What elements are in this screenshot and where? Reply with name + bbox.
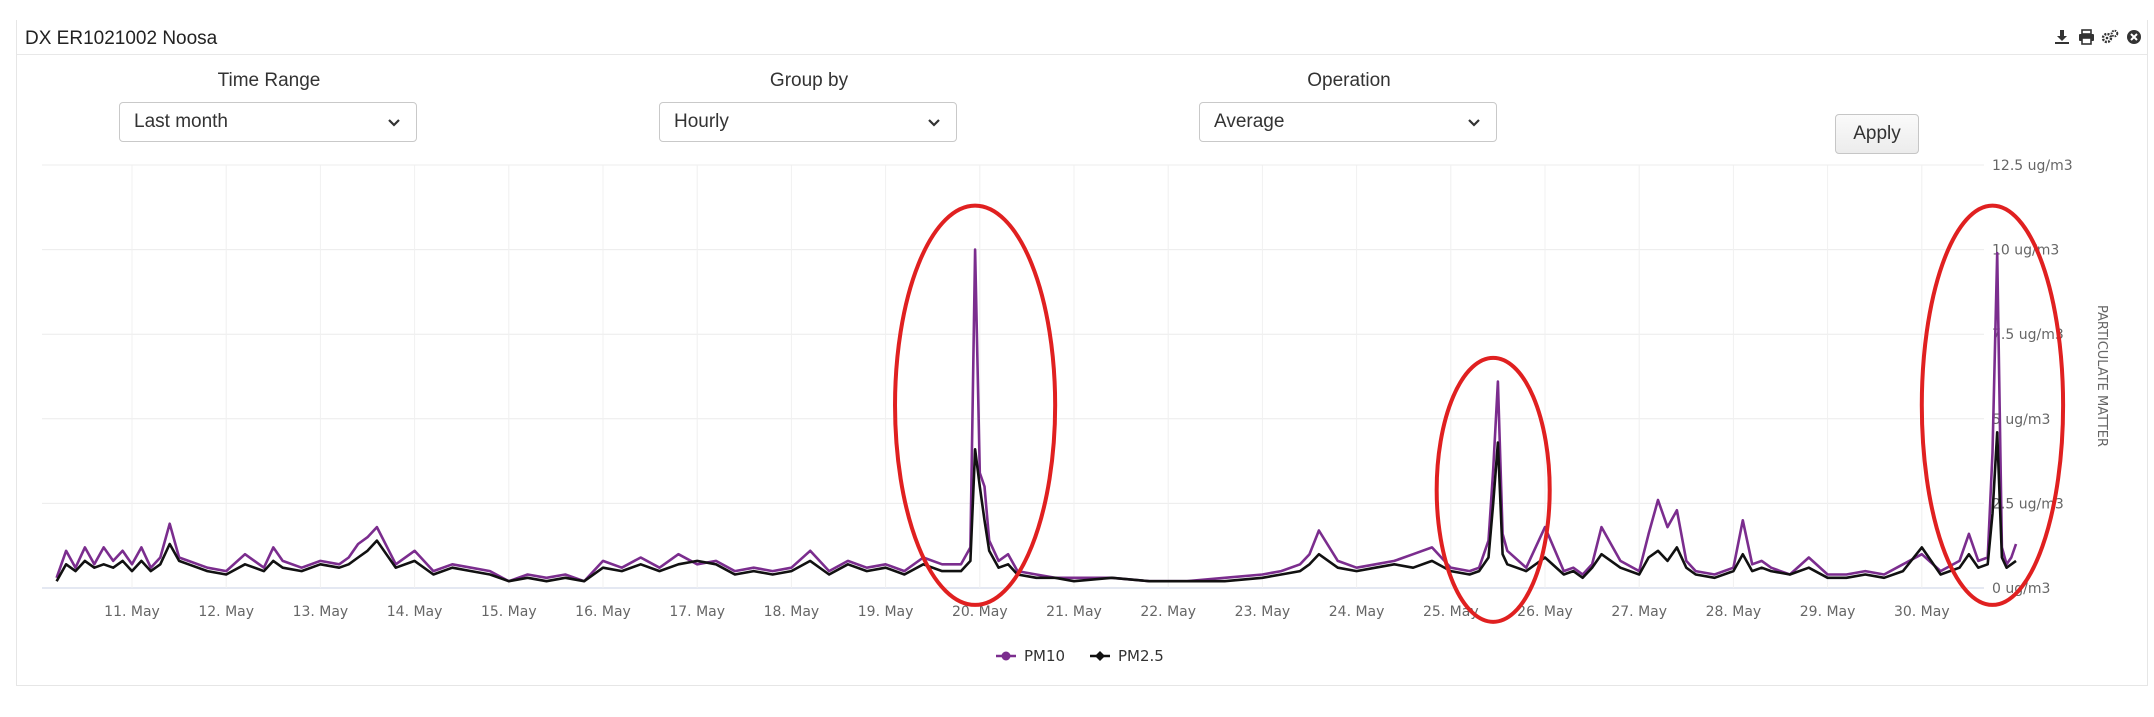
legend-label: PM10 (1024, 647, 1065, 665)
operation-select[interactable]: Average (1199, 102, 1497, 142)
x-tick-label: 23. May (1235, 604, 1291, 620)
group-by-label: Group by (769, 70, 849, 91)
settings-icon[interactable] (2101, 28, 2119, 46)
legend-marker (1095, 651, 1105, 661)
print-icon[interactable] (2077, 28, 2095, 46)
x-tick-label: 30. May (1894, 604, 1950, 620)
operation-label: Operation (1307, 70, 1391, 91)
panel-toolbar (2053, 28, 2143, 46)
y-tick-label: 2.5 ug/m3 (1992, 496, 2064, 512)
y-axis-title: PARTICULATE MATTER (2094, 305, 2109, 447)
legend-item-pm10: PM10 (996, 647, 1065, 665)
legend-item-pm25: PM2.5 (1090, 647, 1164, 665)
operation-value: Average (1214, 111, 1285, 132)
x-tick-label: 19. May (858, 604, 914, 620)
panel-title: DX ER1021002 Noosa (25, 28, 218, 49)
x-tick-label: 17. May (669, 604, 725, 620)
group-by-select[interactable]: Hourly (659, 102, 957, 142)
download-icon[interactable] (2053, 28, 2071, 46)
y-tick-label: 12.5 ug/m3 (1992, 158, 2073, 174)
x-tick-label: 25. May (1423, 604, 1479, 620)
chevron-down-icon (1468, 119, 1480, 127)
chevron-down-icon (928, 119, 940, 127)
x-tick-label: 11. May (104, 604, 160, 620)
legend-label: PM2.5 (1118, 647, 1164, 665)
legend-marker (1001, 651, 1011, 661)
series-line-pm25 (55, 431, 2017, 583)
panel-header: DX ER1021002 Noosa (17, 20, 2147, 55)
chart-panel: DX ER1021002 Noosa Time Range Last month… (16, 20, 2148, 686)
x-tick-label: 27. May (1611, 604, 1667, 620)
y-tick-label: 10 ug/m3 (1992, 243, 2059, 259)
x-tick-label: 26. May (1517, 604, 1573, 620)
x-tick-label: 28. May (1706, 604, 1762, 620)
x-tick-label: 13. May (293, 604, 349, 620)
x-tick-label: 29. May (1800, 604, 1856, 620)
x-tick-label: 22. May (1140, 604, 1196, 620)
chevron-down-icon (388, 119, 400, 127)
x-tick-label: 14. May (387, 604, 443, 620)
x-tick-label: 12. May (198, 604, 254, 620)
group-by-value: Hourly (674, 111, 729, 132)
close-icon[interactable] (2125, 28, 2143, 46)
time-range-select[interactable]: Last month (119, 102, 417, 142)
apply-button[interactable]: Apply (1835, 114, 1919, 154)
x-tick-label: 24. May (1329, 604, 1385, 620)
x-tick-label: 15. May (481, 604, 537, 620)
highlight-ellipse (1919, 203, 2066, 607)
x-tick-label: 20. May (952, 604, 1008, 620)
y-tick-label: 7.5 ug/m3 (1992, 327, 2064, 343)
time-range-label: Time Range (217, 70, 321, 91)
x-tick-label: 16. May (575, 604, 631, 620)
x-tick-label: 21. May (1046, 604, 1102, 620)
time-range-value: Last month (134, 111, 228, 132)
highlight-ellipse (893, 203, 1058, 607)
x-tick-label: 18. May (764, 604, 820, 620)
y-tick-label: 5 ug/m3 (1992, 412, 2050, 428)
highlight-ellipse (1434, 355, 1552, 624)
